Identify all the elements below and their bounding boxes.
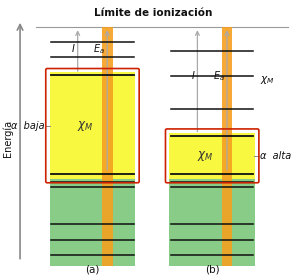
Bar [222,27,232,266]
Text: I: I [191,71,194,81]
Text: α  alta: α alta [260,151,292,161]
Text: $\chi_M$: $\chi_M$ [77,119,93,133]
Bar [50,179,135,266]
Text: $E_a$: $E_a$ [93,42,105,55]
Text: (b): (b) [205,265,220,275]
Text: (a): (a) [85,265,100,275]
Bar [169,179,255,266]
Text: $E_a$: $E_a$ [213,69,225,83]
Text: Límite de ionización: Límite de ionización [94,8,212,18]
Bar [169,132,255,179]
Text: Energía: Energía [2,120,13,156]
Text: α  baja: α baja [11,121,44,131]
Text: $\chi_M$: $\chi_M$ [196,149,213,163]
Text: I: I [72,44,75,54]
Bar [102,27,112,266]
Text: $\chi_M$: $\chi_M$ [260,74,275,86]
Bar [50,72,135,179]
